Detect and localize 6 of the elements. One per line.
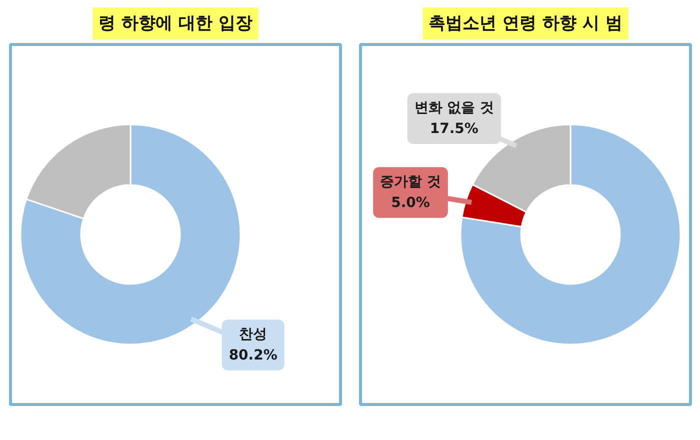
slice-label: 증가할 것 [380,174,441,190]
data-label: 80.2% [228,347,278,364]
slice-label: 찬성 [239,326,268,343]
chart-title: 령 하향에 대한 입장 [98,14,252,34]
slice-label: 변화 없을 것 [414,100,494,116]
chart-title: 촉법소년 연령 하향 시 범 [428,14,622,34]
